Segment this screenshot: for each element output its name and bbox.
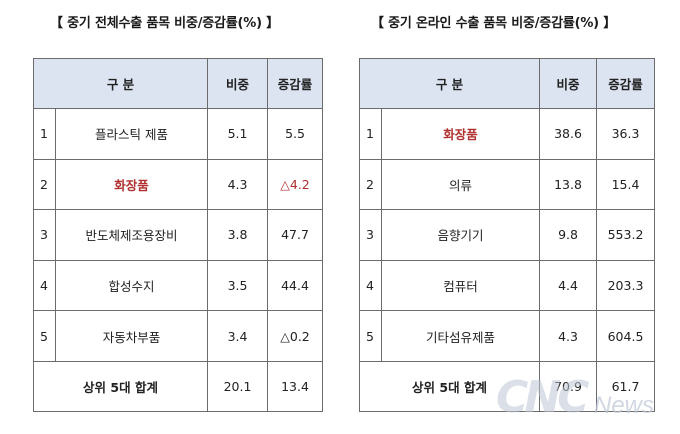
total-label: 상위 5대 합계 <box>358 360 541 412</box>
left-total-row: 상위 5대 합계 20.1 13.4 <box>32 360 324 412</box>
row-number: 2 <box>359 158 382 211</box>
change-value: △0.2 <box>267 310 324 362</box>
row-number: 3 <box>33 209 56 261</box>
total-label: 상위 5대 합계 <box>32 360 209 412</box>
share-value: 4.3 <box>539 310 598 362</box>
row-number: 1 <box>33 108 56 160</box>
change-value: 47.7 <box>267 209 324 261</box>
left-header-row: 구 분 비중 증감률 <box>32 58 324 109</box>
change-value: 5.5 <box>267 108 324 160</box>
share-value: 3.8 <box>207 209 269 261</box>
change-value: 203.3 <box>596 259 656 312</box>
total-share: 70.9 <box>539 360 598 412</box>
table-row: 1 플라스틱 제품 5.1 5.5 <box>33 108 324 160</box>
table-row: 4 합성수지 3.5 44.4 <box>33 259 324 312</box>
item-name: 반도체제조용장비 <box>54 209 209 261</box>
item-name: 기타섬유제품 <box>380 310 541 362</box>
item-name: 자동차부품 <box>54 310 209 362</box>
table-row: 5 기타섬유제품 4.3 604.5 <box>359 310 656 362</box>
row-number: 5 <box>359 310 382 362</box>
row-number: 5 <box>33 310 56 362</box>
right-export-table: 구 분 비중 증감률 1 화장품 38.6 36.3 2 의류 13.8 15.4 3 음향기기 9… <box>358 58 656 412</box>
table-row: 2 의류 13.8 15.4 <box>359 158 656 211</box>
item-name: 화장품 <box>380 108 541 160</box>
change-value: 604.5 <box>596 310 656 362</box>
row-number: 4 <box>33 259 56 312</box>
table-row: 3 반도체제조용장비 3.8 47.7 <box>33 209 324 261</box>
table-row: 1 화장품 38.6 36.3 <box>359 108 656 160</box>
right-table-title: 【 중기 온라인 수출 품목 비중/증감률(%) 】 <box>371 16 617 31</box>
header-change: 증감률 <box>596 58 656 109</box>
share-value: 4.4 <box>539 259 598 312</box>
row-number: 3 <box>359 209 382 261</box>
table-row: 2 화장품 4.3 △4.2 <box>33 158 324 211</box>
item-name: 화장품 <box>54 158 209 211</box>
header-category: 구 분 <box>358 58 541 109</box>
change-value: 36.3 <box>596 108 656 160</box>
right-header-row: 구 분 비중 증감률 <box>358 58 656 109</box>
table-row: 5 자동차부품 3.4 △0.2 <box>33 310 324 362</box>
header-change: 증감률 <box>267 58 324 109</box>
header-category: 구 분 <box>32 58 209 109</box>
row-number: 1 <box>359 108 382 160</box>
item-name: 컴퓨터 <box>380 259 541 312</box>
share-value: 4.3 <box>207 158 269 211</box>
header-share: 비중 <box>539 58 598 109</box>
item-name: 음향기기 <box>380 209 541 261</box>
left-export-table: 구 분 비중 증감률 1 플라스틱 제품 5.1 5.5 2 화장품 4.3 △4.2 3 반도체… <box>32 58 324 412</box>
item-name: 의류 <box>380 158 541 211</box>
table-row: 4 컴퓨터 4.4 203.3 <box>359 259 656 312</box>
share-value: 38.6 <box>539 108 598 160</box>
item-name: 합성수지 <box>54 259 209 312</box>
share-value: 3.5 <box>207 259 269 312</box>
right-total-row: 상위 5대 합계 70.9 61.7 <box>358 360 656 412</box>
change-value: 15.4 <box>596 158 656 211</box>
share-value: 3.4 <box>207 310 269 362</box>
share-value: 9.8 <box>539 209 598 261</box>
left-table-title: 【 중기 전체수출 품목 비중/증감률(%) 】 <box>50 16 279 31</box>
total-change: 13.4 <box>267 360 324 412</box>
share-value: 5.1 <box>207 108 269 160</box>
row-number: 4 <box>359 259 382 312</box>
total-share: 20.1 <box>207 360 269 412</box>
change-value: 553.2 <box>596 209 656 261</box>
change-value: 44.4 <box>267 259 324 312</box>
total-change: 61.7 <box>596 360 656 412</box>
table-row: 3 음향기기 9.8 553.2 <box>359 209 656 261</box>
item-name: 플라스틱 제품 <box>54 108 209 160</box>
row-number: 2 <box>33 158 56 211</box>
header-share: 비중 <box>207 58 269 109</box>
share-value: 13.8 <box>539 158 598 211</box>
change-value: △4.2 <box>267 158 324 211</box>
